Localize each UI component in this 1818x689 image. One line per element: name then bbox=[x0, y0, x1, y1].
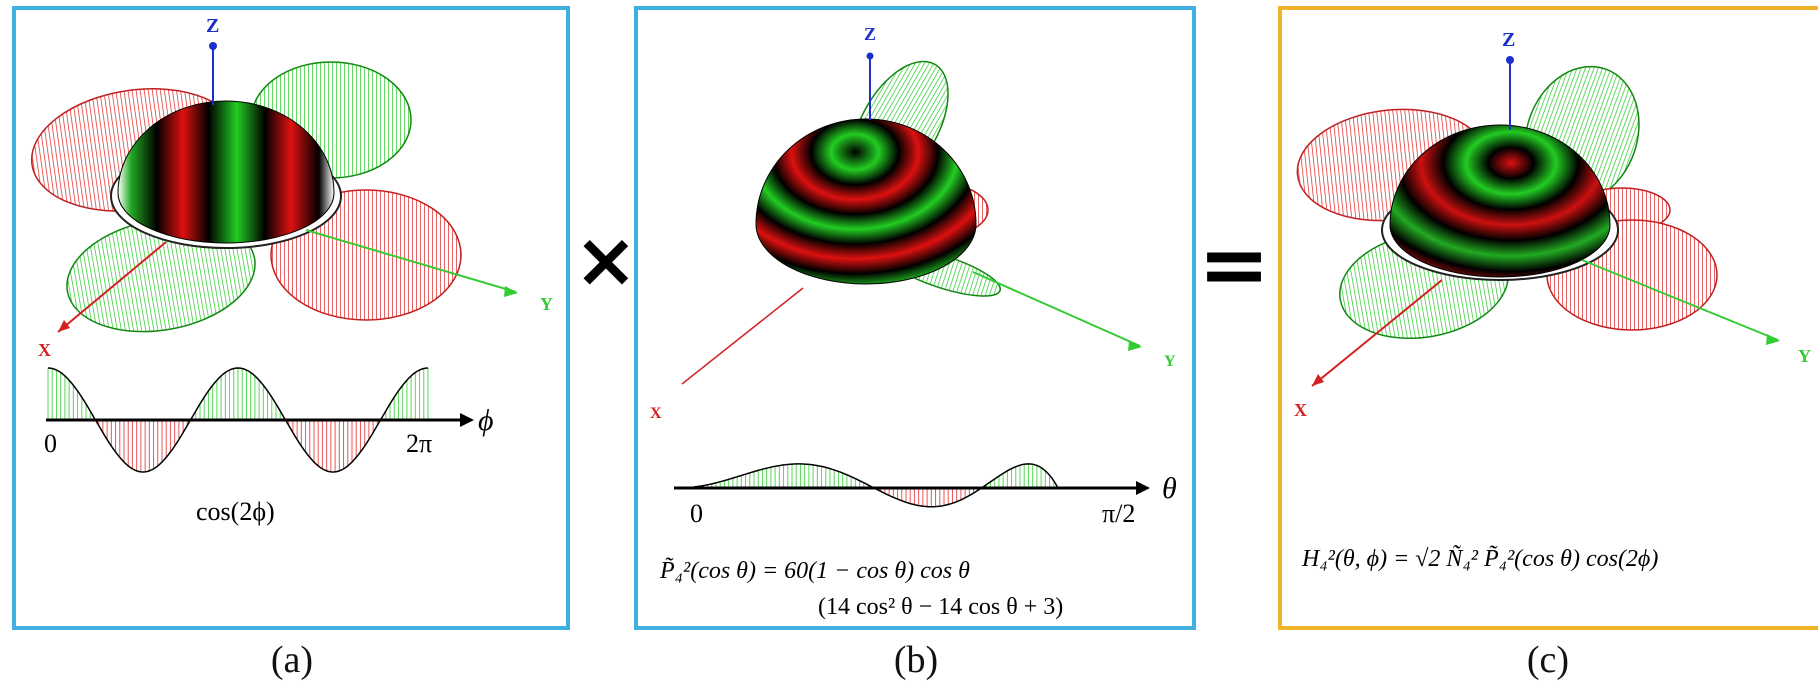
x-axis-line bbox=[57, 241, 167, 333]
x-axis-label: X bbox=[38, 340, 51, 360]
theta-axis-label: θ bbox=[1162, 472, 1177, 505]
hemisphere-dome bbox=[1389, 124, 1611, 278]
y-axis-arrow-icon bbox=[1766, 334, 1780, 345]
theta-tick-pi-half: π/2 bbox=[1102, 499, 1135, 528]
caption-c: (c) bbox=[1526, 639, 1570, 681]
z-axis-label: Z bbox=[1502, 29, 1515, 51]
y-axis-line bbox=[305, 229, 517, 293]
y-axis-label: Y bbox=[540, 294, 553, 314]
times-operator: × bbox=[574, 215, 638, 304]
panel-a: Z X Y ϕ 0 2π cos(2ϕ) bbox=[12, 6, 570, 630]
panel-b-figure: Z X Y θ 0 π/2 P̃₄²(cos θ) = 60(1 − cos θ… bbox=[650, 24, 1177, 620]
phi-tick-zero: 0 bbox=[44, 429, 57, 458]
y-axis-arrow-icon bbox=[504, 286, 518, 297]
y-axis-label: Y bbox=[1798, 346, 1811, 366]
cos-2phi-plot bbox=[47, 367, 429, 473]
phi-tick-two-pi: 2π bbox=[406, 429, 432, 458]
hemisphere-dome bbox=[117, 100, 335, 244]
theta-tick-zero: 0 bbox=[690, 499, 703, 528]
legendre-plot bbox=[678, 463, 1059, 508]
y-axis-line bbox=[1581, 259, 1779, 341]
legendre-curve bbox=[678, 463, 1059, 508]
panel-c: Z X Y H₄²(θ, ϕ) = √2 Ñ₄² P̃₄²(cos θ) cos… bbox=[1278, 6, 1818, 630]
caption-b: (b) bbox=[893, 639, 939, 681]
y-axis-arrow-icon bbox=[1128, 341, 1142, 351]
x-axis-line bbox=[681, 287, 804, 385]
z-axis-tip-icon bbox=[1506, 56, 1514, 64]
panel-b-formula-line2: (14 cos² θ − 14 cos θ + 3) bbox=[818, 594, 1063, 620]
panel-c-formula: H₄²(θ, ϕ) = √2 Ñ₄² P̃₄²(cos θ) cos(2ϕ) bbox=[1301, 545, 1658, 572]
theta-axis-arrow-icon bbox=[1136, 481, 1150, 495]
phi-axis-arrow-icon bbox=[460, 413, 474, 427]
panel-b: Z X Y θ 0 π/2 P̃₄²(cos θ) = 60(1 − cos θ… bbox=[634, 6, 1196, 630]
equals-operator: = bbox=[1198, 215, 1271, 315]
panel-c-figure: Z X Y H₄²(θ, ϕ) = √2 Ñ₄² P̃₄²(cos θ) cos… bbox=[1294, 29, 1811, 572]
x-axis-label: X bbox=[1294, 400, 1307, 420]
y-axis-label: Y bbox=[1164, 353, 1176, 370]
panel-a-figure: Z X Y ϕ 0 2π cos(2ϕ) bbox=[30, 15, 553, 526]
x-axis-line bbox=[1311, 279, 1443, 387]
panel-a-formula: cos(2ϕ) bbox=[196, 497, 275, 526]
x-axis-arrow-icon bbox=[1312, 374, 1324, 386]
z-axis-label: Z bbox=[206, 15, 219, 37]
x-axis-label: X bbox=[650, 405, 662, 422]
cos-2phi-curve bbox=[47, 367, 429, 473]
z-axis-tip-icon bbox=[866, 52, 874, 60]
phi-axis-label: ϕ bbox=[478, 404, 494, 437]
z-axis-tip-icon bbox=[209, 42, 217, 50]
z-axis-label: Z bbox=[864, 24, 876, 44]
caption-a: (a) bbox=[270, 639, 314, 681]
y-axis-line bbox=[972, 271, 1141, 347]
panel-b-formula-line1: P̃₄²(cos θ) = 60(1 − cos θ) cos θ bbox=[659, 557, 970, 584]
x-axis-arrow-icon bbox=[58, 320, 70, 332]
hemisphere-dome bbox=[755, 118, 977, 285]
